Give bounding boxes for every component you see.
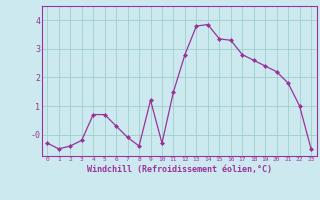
X-axis label: Windchill (Refroidissement éolien,°C): Windchill (Refroidissement éolien,°C) — [87, 165, 272, 174]
